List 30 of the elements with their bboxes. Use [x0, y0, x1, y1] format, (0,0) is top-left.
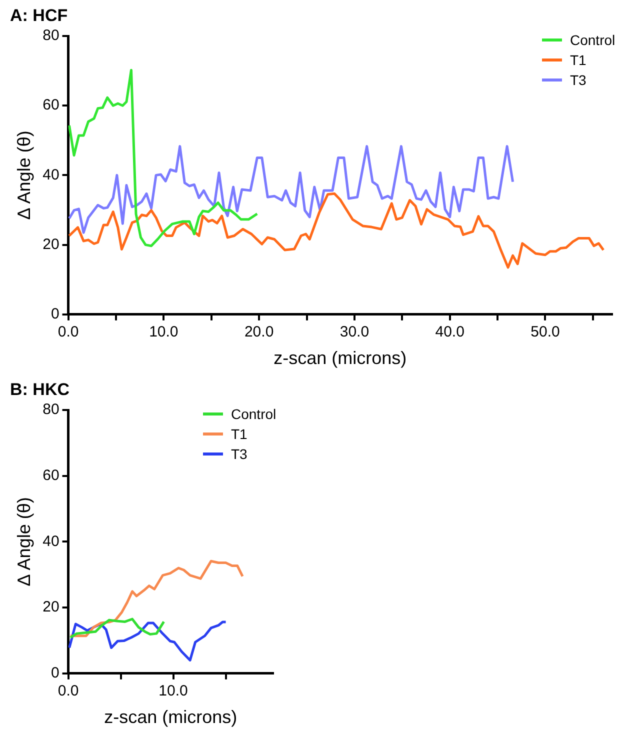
y-axis-title: Δ Angle (θ): [14, 497, 34, 586]
y-tick-label: 80: [42, 27, 60, 44]
legend-label: T1: [231, 426, 248, 442]
y-tick-label: 60: [42, 466, 60, 484]
x-tick-label: 50.0: [530, 324, 560, 341]
y-tick-label: 0: [50, 664, 60, 682]
x-tick-label: 30.0: [340, 324, 370, 341]
x-tick-label: 10.0: [149, 324, 178, 341]
x-tick-label: 40.0: [435, 324, 464, 341]
legend-label: T1: [570, 52, 587, 68]
y-tick-label: 0: [50, 306, 60, 323]
chart-title: A: HCF: [9, 5, 69, 25]
x-tick-label: 20.0: [244, 324, 274, 341]
y-axis-title: Δ Angle (θ): [14, 130, 34, 220]
x-axis-title: z-scan (microns): [274, 348, 407, 368]
legend-label: T3: [231, 446, 248, 462]
y-tick-label: 40: [42, 532, 60, 550]
x-tick-label: 10.0: [158, 682, 188, 700]
x-tick-label: 0.0: [58, 324, 79, 341]
y-tick-label: 40: [42, 166, 60, 184]
chart-title: B: HKC: [9, 379, 70, 399]
x-axis-title: z-scan (microns): [104, 707, 238, 728]
x-tick-label: 0.0: [58, 682, 79, 700]
legend-label: Control: [570, 32, 616, 48]
y-tick-label: 80: [42, 401, 60, 418]
y-tick-label: 20: [42, 236, 60, 253]
legend-label: T3: [570, 72, 587, 88]
y-tick-label: 20: [42, 598, 60, 616]
legend-label: Control: [231, 406, 276, 422]
y-tick-label: 60: [42, 96, 60, 114]
